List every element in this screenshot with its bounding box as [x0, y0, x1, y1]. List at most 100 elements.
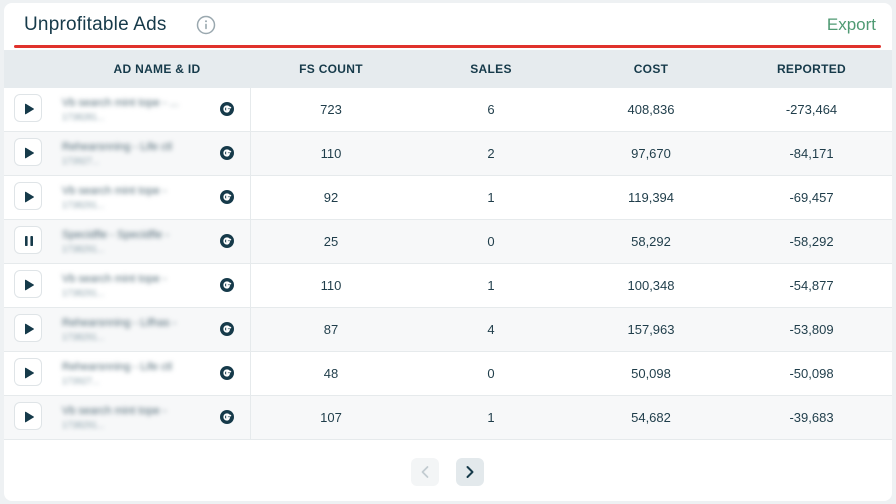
- table-row: Rehearsnning - Lifhas - 1738291... 87 4 157,…: [4, 308, 892, 352]
- fs-count-cell: 92: [323, 190, 339, 205]
- reported-cell: -53,809: [789, 322, 834, 337]
- pause-button[interactable]: [14, 226, 42, 254]
- cost-cell: 157,963: [627, 322, 675, 337]
- table-row: Vb search mint tope - ... 1738281... 723 6 4…: [4, 88, 892, 132]
- google-icon: [220, 322, 234, 336]
- column-divider: [250, 308, 251, 351]
- ad-id: 1738291...: [62, 200, 105, 210]
- play-icon: [25, 323, 34, 335]
- sales-cell: 0: [487, 366, 495, 381]
- card-title: Unprofitable Ads: [24, 14, 167, 35]
- fs-count-cell: 110: [320, 278, 342, 293]
- fs-count-cell: 48: [323, 366, 339, 381]
- ad-id: 173927...: [62, 156, 100, 166]
- ad-name[interactable]: Rehearsnning - Lifhas -: [62, 317, 177, 329]
- cost-cell: 54,682: [631, 410, 671, 425]
- google-icon: [220, 366, 234, 380]
- cost-cell: 408,836: [627, 102, 675, 117]
- sales-cell: 0: [487, 234, 495, 249]
- info-icon[interactable]: [196, 15, 216, 35]
- fs-count-cell: 25: [323, 234, 339, 249]
- play-icon: [25, 411, 34, 423]
- ad-id: 1738291...: [62, 420, 105, 430]
- fs-count-cell: 110: [320, 146, 342, 161]
- table-header-row: AD NAME & ID FS COUNT SALES COST REPORTE…: [4, 50, 892, 88]
- play-icon: [25, 367, 34, 379]
- reported-cell: -84,171: [789, 146, 834, 161]
- pause-icon: [25, 236, 33, 246]
- column-divider: [250, 396, 251, 439]
- col-header-ad-name[interactable]: AD NAME & ID: [113, 62, 201, 76]
- fs-count-cell: 723: [320, 102, 342, 117]
- column-divider: [250, 132, 251, 175]
- export-button[interactable]: Export: [826, 15, 876, 34]
- column-divider: [250, 220, 251, 263]
- google-icon: [220, 234, 234, 248]
- fs-count-cell: 107: [320, 410, 342, 425]
- ad-name[interactable]: Vb search mint tope -: [62, 273, 167, 285]
- ad-name[interactable]: Specidfle - Specidfle -: [62, 229, 169, 241]
- ad-name[interactable]: Rehearsnning - Life ctl: [62, 361, 173, 373]
- play-icon: [25, 103, 34, 115]
- ad-id: 1738291...: [62, 244, 105, 254]
- cost-cell: 50,098: [631, 366, 671, 381]
- sales-cell: 1: [487, 410, 495, 425]
- col-header-fs-count[interactable]: FS COUNT: [299, 62, 363, 76]
- table-body: Vb search mint tope - ... 1738281... 723 6 4…: [4, 88, 892, 440]
- card-header: Unprofitable Ads Export: [4, 3, 892, 48]
- reported-cell: -39,683: [789, 410, 834, 425]
- play-button[interactable]: [14, 94, 42, 122]
- sales-cell: 6: [487, 102, 495, 117]
- unprofitable-ads-card: Unprofitable Ads Export AD NAME & ID FS …: [4, 3, 892, 501]
- play-icon: [25, 147, 34, 159]
- table-row: Rehearsnning - Life ctl 173927... 110 2 97,6…: [4, 132, 892, 176]
- play-icon: [25, 279, 34, 291]
- ad-name[interactable]: Rehearsnning - Life ctl: [62, 141, 173, 153]
- cost-cell: 119,394: [627, 190, 675, 205]
- play-button[interactable]: [14, 182, 42, 210]
- table-row: Vb search mint tope - 1738291... 107 1 54,68…: [4, 396, 892, 440]
- play-button[interactable]: [14, 270, 42, 298]
- ad-id: 1738281...: [62, 112, 105, 122]
- pagination-next-button[interactable]: [456, 458, 484, 486]
- reported-cell: -273,464: [785, 102, 838, 117]
- cost-cell: 100,348: [627, 278, 675, 293]
- ad-name[interactable]: Vb search mint tope - ...: [62, 97, 179, 109]
- play-button[interactable]: [14, 138, 42, 166]
- col-header-sales[interactable]: SALES: [470, 62, 512, 76]
- sales-cell: 4: [487, 322, 495, 337]
- reported-cell: -58,292: [789, 234, 834, 249]
- reported-cell: -69,457: [789, 190, 834, 205]
- reported-cell: -50,098: [789, 366, 834, 381]
- ad-id: 1738291...: [62, 288, 105, 298]
- col-header-cost[interactable]: COST: [633, 62, 669, 76]
- chevron-right-icon: [466, 466, 474, 478]
- google-icon: [220, 146, 234, 160]
- col-header-reported[interactable]: REPORTED: [776, 62, 847, 76]
- table-row: Rehearsnning - Life ctl 173927... 48 0 50,09…: [4, 352, 892, 396]
- google-icon: [220, 190, 234, 204]
- sales-cell: 1: [487, 278, 495, 293]
- google-icon: [220, 278, 234, 292]
- chevron-left-icon: [421, 466, 429, 478]
- table-row: Specidfle - Specidfle - 1738291... 25 0 58,2…: [4, 220, 892, 264]
- fs-count-cell: 87: [323, 322, 339, 337]
- play-icon: [25, 191, 34, 203]
- column-divider: [250, 176, 251, 219]
- table-row: Vb search mint tope - 1738291... 110 1 100,3…: [4, 264, 892, 308]
- google-icon: [220, 102, 234, 116]
- column-divider: [250, 264, 251, 307]
- pagination-prev-button[interactable]: [411, 458, 439, 486]
- ad-name[interactable]: Vb search mint tope -: [62, 185, 167, 197]
- table-row: Vb search mint tope - 1738291... 92 1 119,39…: [4, 176, 892, 220]
- play-button[interactable]: [14, 358, 42, 386]
- cost-cell: 58,292: [631, 234, 671, 249]
- play-button[interactable]: [14, 314, 42, 342]
- column-divider: [250, 88, 251, 131]
- sales-cell: 2: [487, 146, 495, 161]
- ad-id: 173927...: [62, 376, 100, 386]
- ad-name[interactable]: Vb search mint tope -: [62, 405, 167, 417]
- play-button[interactable]: [14, 402, 42, 430]
- ad-id: 1738291...: [62, 332, 105, 342]
- header-divider: [14, 45, 881, 48]
